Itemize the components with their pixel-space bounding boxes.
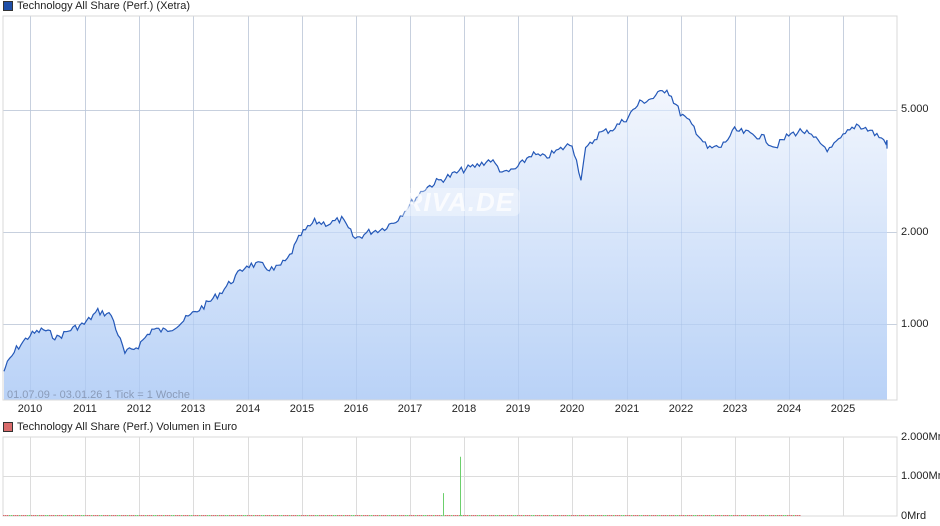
volume-legend-label: Technology All Share (Perf.) Volumen in … [17, 421, 238, 433]
volume-grid [2, 436, 898, 517]
x-label-2020: 2020 [559, 403, 585, 415]
volume-legend: Technology All Share (Perf.) Volumen in … [3, 421, 237, 433]
ariva-watermark: ARIVA.DE [378, 188, 520, 216]
volume-bars [3, 456, 801, 516]
x-label-2010: 2010 [17, 403, 43, 415]
x-label-2011: 2011 [73, 403, 97, 415]
x-label-2023: 2023 [722, 403, 748, 415]
price-plot-border [2, 15, 898, 401]
x-label-2019: 2019 [505, 403, 531, 415]
vol-label-0: 0Mrd [901, 510, 927, 522]
price-legend-label: Technology All Share (Perf.) (Xetra) [17, 0, 191, 12]
price-line [3, 89, 888, 372]
vol-label-1000: 1.000Mrd [901, 470, 940, 482]
y-label-5000: 5.000 [901, 103, 929, 115]
x-label-2025: 2025 [830, 403, 856, 415]
y-label-1000: 1.000 [901, 318, 929, 330]
x-label-2016: 2016 [343, 403, 369, 415]
price-area [4, 90, 887, 400]
x-label-2021: 2021 [614, 403, 640, 415]
vol-label-2000: 2.000Mrd [901, 431, 940, 443]
price-legend-swatch [3, 1, 13, 11]
x-label-2013: 2013 [180, 403, 206, 415]
x-label-2024: 2024 [776, 403, 802, 415]
date-range-label: 01.07.09 - 03.01.26 1 Tick = 1 Woche [7, 389, 190, 401]
x-label-2015: 2015 [289, 403, 315, 415]
x-label-2018: 2018 [451, 403, 477, 415]
price-legend: Technology All Share (Perf.) (Xetra) [3, 0, 190, 12]
volume-legend-swatch [3, 422, 13, 432]
x-label-2017: 2017 [397, 403, 423, 415]
x-label-2014: 2014 [235, 403, 261, 415]
x-label-2022: 2022 [668, 403, 694, 415]
y-label-2000: 2.000 [901, 226, 929, 238]
x-label-2012: 2012 [126, 403, 152, 415]
